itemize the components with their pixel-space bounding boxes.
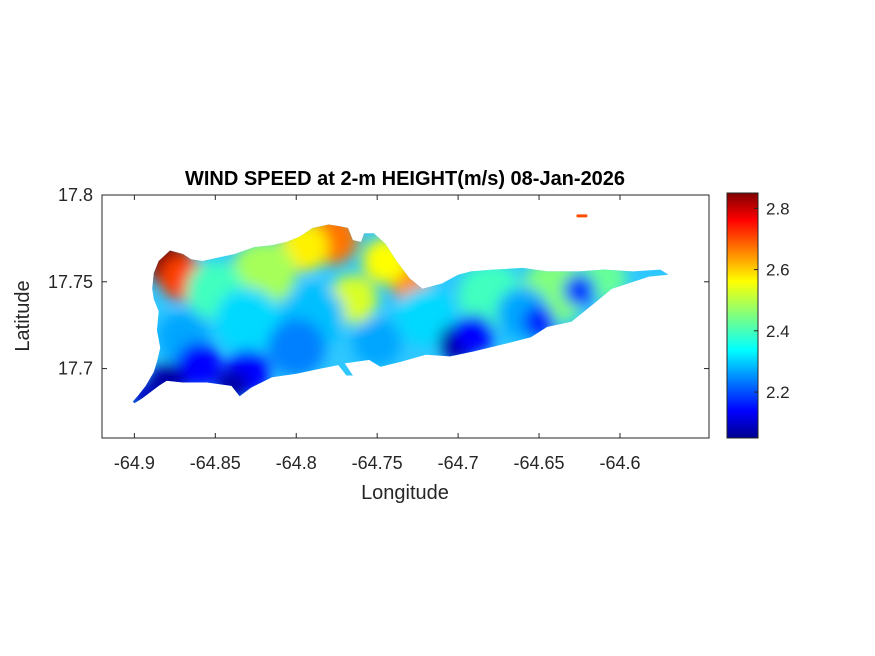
x-tick-label: -64.6 [599, 453, 640, 473]
wind-cell [563, 274, 596, 307]
colorbar-tick-label: 2.2 [766, 383, 790, 402]
x-tick-label: -64.75 [352, 453, 403, 473]
colorbar-tick-label: 2.8 [766, 199, 790, 218]
y-tick-label: 17.8 [58, 185, 93, 205]
x-tick-label: -64.7 [438, 453, 479, 473]
wind-cell [215, 287, 281, 353]
colorbar [726, 192, 759, 439]
y-tick-label: 17.75 [48, 272, 93, 292]
x-axis-label: Longitude [361, 482, 449, 504]
map-title: WIND SPEED at 2-m HEIGHT(m/s) 08-Jan-202… [185, 168, 625, 190]
x-tick-label: -64.8 [276, 453, 317, 473]
y-axis-label: Latitude [12, 280, 34, 351]
colorbar-ticks: 2.2 2.4 2.6 2.8 [754, 199, 790, 402]
wind-cell [396, 287, 455, 346]
colorbar-tick-label: 2.4 [766, 322, 790, 341]
y-tick-label: 17.7 [58, 359, 93, 379]
wind-cell [454, 314, 494, 354]
x-tick-label: -64.9 [114, 453, 155, 473]
x-axis: -64.9 -64.85 -64.8 -64.75 -64.7 -64.65 -64.6 [114, 195, 640, 473]
wind-cell [352, 318, 402, 367]
x-tick-label: -64.65 [514, 453, 565, 473]
y-axis: 17.7 17.75 17.8 [48, 185, 709, 379]
colorbar-tick-label: 2.6 [766, 261, 790, 280]
wind-cell [176, 342, 222, 388]
wind-cell [267, 318, 326, 377]
x-tick-label: -64.85 [190, 453, 241, 473]
